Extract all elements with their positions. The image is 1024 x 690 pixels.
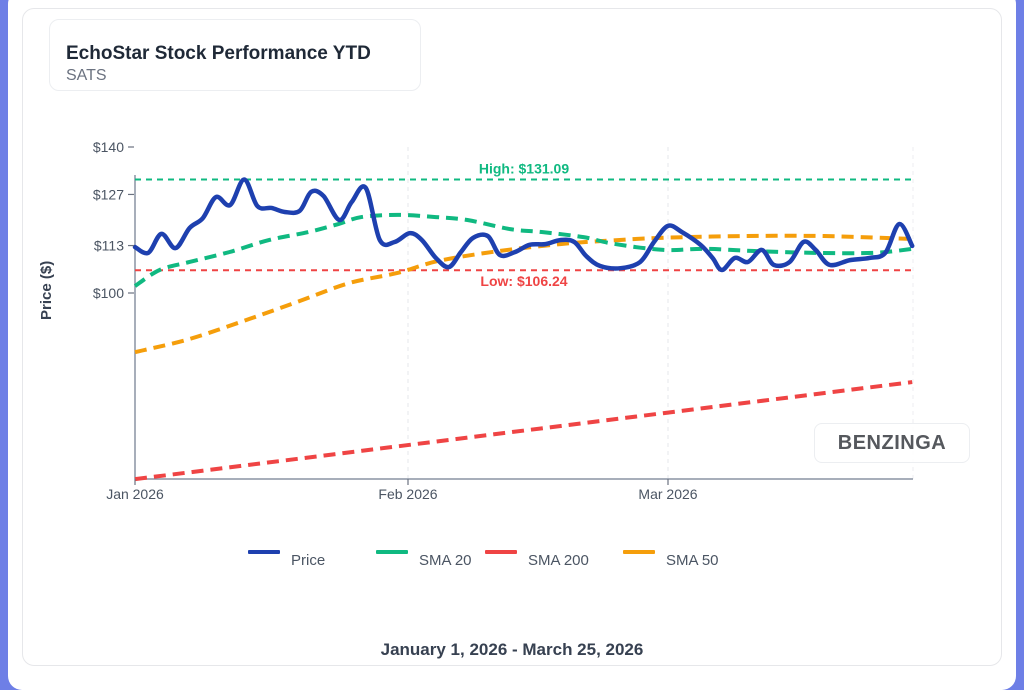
title-box — [49, 19, 421, 91]
legend-item-sma50[interactable]: SMA 50 — [623, 548, 719, 569]
tick-labels: $140 $127 $113 $100 Jan 2026 Feb 2026 Mar 2026 — [93, 139, 698, 502]
legend-label: SMA 50 — [666, 552, 719, 569]
y-tick-label: $113 — [94, 238, 124, 254]
x-tick-label: Mar 2026 — [638, 486, 697, 502]
x-tick-label: Feb 2026 — [378, 486, 437, 502]
high-annotation-label: High: $131.09 — [479, 161, 569, 177]
date-range: January 1, 2026 - March 25, 2026 — [380, 640, 644, 659]
legend-item-sma20[interactable]: SMA 20 — [376, 548, 472, 569]
ticker-symbol: SATS — [66, 67, 107, 84]
legend-label: SMA 20 — [419, 552, 472, 569]
series-line-price — [132, 177, 915, 273]
x-tick-label: Jan 2026 — [106, 486, 164, 502]
chart-card — [22, 8, 1002, 666]
legend-label: Price — [291, 552, 326, 569]
benzinga-watermark: BENZINGA — [814, 423, 970, 463]
legend-item-price[interactable]: Price — [248, 548, 325, 569]
y-tick-label: $140 — [93, 139, 124, 155]
legend-label: SMA 200 — [528, 552, 589, 569]
series-lines — [132, 177, 915, 482]
series-line-sma50 — [134, 233, 913, 355]
legend-swatch-sma200 — [485, 550, 517, 554]
reference-lines: High: $131.09 Low: $106.24 — [135, 161, 913, 289]
legend-swatch-sma20 — [376, 550, 408, 554]
legend-swatch-price — [248, 550, 280, 554]
y-tick-label: $100 — [93, 285, 124, 301]
axes — [134, 175, 913, 480]
chart-title: EchoStar Stock Performance YTD — [66, 43, 371, 64]
low-annotation-label: Low: $106.24 — [480, 273, 567, 289]
series-line-sma20 — [133, 212, 913, 288]
y-axis-label: Price ($) — [38, 260, 55, 320]
legend-item-sma200[interactable]: SMA 200 — [485, 548, 589, 569]
legend-swatch-sma50 — [623, 550, 655, 554]
series-line-sma200 — [134, 380, 913, 482]
y-tick-label: $127 — [93, 186, 124, 202]
